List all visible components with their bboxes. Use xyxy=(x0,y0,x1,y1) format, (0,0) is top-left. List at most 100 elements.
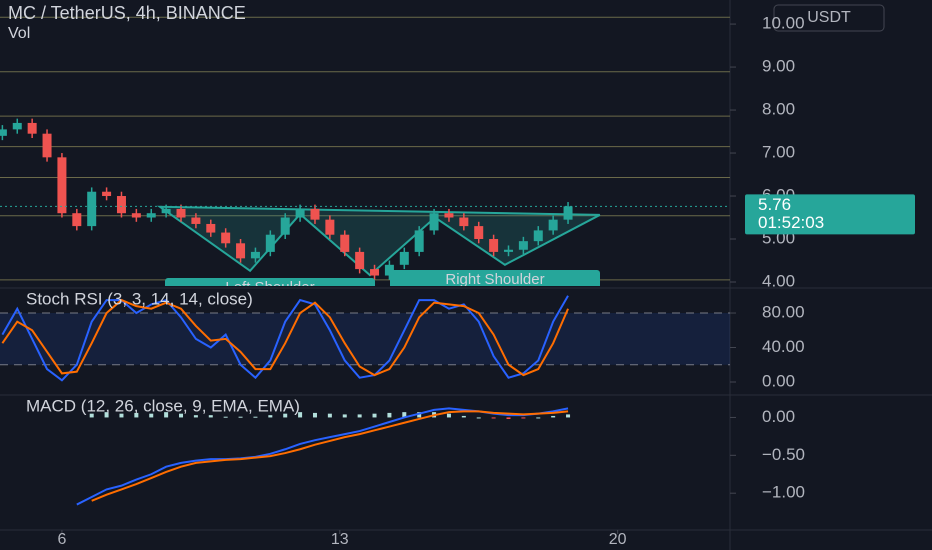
histogram-bar xyxy=(208,415,213,418)
histogram-bar xyxy=(268,415,273,418)
histogram-bar xyxy=(491,417,496,419)
pane xyxy=(76,407,571,506)
candle-body xyxy=(87,191,97,227)
candle-body xyxy=(459,217,469,227)
candle-body xyxy=(548,219,558,231)
histogram-bar xyxy=(387,412,392,418)
histogram-bar xyxy=(476,417,481,419)
candle-body xyxy=(250,251,260,259)
histogram-bar xyxy=(327,413,332,418)
candle-body xyxy=(191,217,201,224)
candle-body xyxy=(384,264,394,276)
candle-body xyxy=(176,208,186,218)
histogram-bar xyxy=(357,414,362,418)
histogram-bar xyxy=(149,413,154,418)
candle-body xyxy=(0,129,7,136)
histogram-bar xyxy=(551,415,556,418)
candle-body xyxy=(295,208,305,218)
annotation-label: Left Shoulder xyxy=(225,279,314,296)
pane xyxy=(0,295,730,382)
histogram-bar xyxy=(536,417,541,419)
histogram-bar xyxy=(298,412,303,418)
candle-body xyxy=(414,230,424,252)
candle-body xyxy=(116,196,126,214)
currency-label: USDT xyxy=(807,9,851,26)
indicator-line xyxy=(1,295,569,382)
candle-body xyxy=(280,217,290,235)
histogram-bar xyxy=(446,413,451,418)
y-tick-label: 40.00 xyxy=(762,337,805,356)
candle-body xyxy=(518,241,528,250)
candle-body xyxy=(221,232,231,244)
candle-body xyxy=(27,122,37,134)
y-tick-label: 0.00 xyxy=(762,407,795,426)
candle-body xyxy=(474,226,484,240)
histogram-bar xyxy=(417,412,422,418)
histogram-bar xyxy=(238,416,243,418)
candle-body xyxy=(12,122,22,130)
candle-body xyxy=(355,251,365,270)
candle-body xyxy=(429,213,439,231)
candle-body xyxy=(102,191,112,197)
candle-body xyxy=(265,234,275,252)
last-price-box xyxy=(745,194,915,235)
y-tick-label: −0.50 xyxy=(762,445,805,464)
x-tick-label: 20 xyxy=(609,531,627,548)
histogram-bar xyxy=(179,413,184,418)
x-tick-label: 13 xyxy=(331,531,349,548)
histogram-bar xyxy=(372,413,377,418)
candle-body xyxy=(503,249,513,252)
candle-body xyxy=(236,243,246,259)
y-tick-label: 10.00 xyxy=(762,14,805,33)
head-shoulders-pattern xyxy=(156,205,601,277)
y-tick-label: 4.00 xyxy=(762,271,795,290)
histogram-bar xyxy=(193,415,198,418)
candle-body xyxy=(161,208,171,214)
histogram-bar xyxy=(461,415,466,418)
candle-body xyxy=(146,213,156,218)
candle-body xyxy=(399,251,409,265)
indicator-title: MACD (12, 26, close, 9, EMA, EMA) xyxy=(26,396,300,415)
histogram-bar xyxy=(521,417,526,419)
candle-body xyxy=(57,157,67,214)
x-tick-label: 6 xyxy=(57,531,66,548)
histogram-bar xyxy=(312,412,317,418)
annotation-label: Right Shoulder xyxy=(445,271,544,288)
candle-body xyxy=(489,239,499,252)
y-tick-label: 80.00 xyxy=(762,303,805,322)
y-tick-label: −1.00 xyxy=(762,483,805,502)
histogram-bar xyxy=(104,412,109,418)
candle-body xyxy=(131,213,141,218)
histogram-bar xyxy=(134,412,139,418)
currency-button[interactable] xyxy=(773,4,885,32)
histogram-bar xyxy=(342,414,347,418)
histogram-bar xyxy=(89,413,94,418)
pane: Left Shoulder Right Shoulder xyxy=(0,16,730,296)
candle-body xyxy=(533,230,543,242)
histogram-bar xyxy=(402,412,407,418)
candle-body xyxy=(325,219,335,235)
y-tick-label: 8.00 xyxy=(762,100,795,119)
candle-body xyxy=(206,223,216,233)
indicator-line xyxy=(1,298,569,377)
histogram-bar xyxy=(223,416,228,418)
histogram-bar xyxy=(164,412,169,418)
y-tick-label: 7.00 xyxy=(762,143,795,162)
candle-body xyxy=(42,133,52,158)
indicator-title: Stoch RSI (3, 3, 14, 14, close) xyxy=(26,289,253,308)
candle-body xyxy=(370,269,380,276)
candle-body xyxy=(444,213,454,218)
band-fill xyxy=(0,313,730,365)
histogram-bar xyxy=(506,417,511,419)
histogram-bar xyxy=(283,413,288,418)
candle-body xyxy=(563,206,573,220)
last-price-label: 5.76 xyxy=(758,195,791,214)
histogram-bar xyxy=(566,414,571,418)
candle-body xyxy=(72,213,82,227)
candle-body xyxy=(340,234,350,252)
chart-title: MC / TetherUS, 4h, BINANCE xyxy=(8,3,246,23)
volume-label: Vol xyxy=(8,25,30,42)
y-tick-label: 0.00 xyxy=(762,371,795,390)
indicator-line xyxy=(91,410,569,502)
